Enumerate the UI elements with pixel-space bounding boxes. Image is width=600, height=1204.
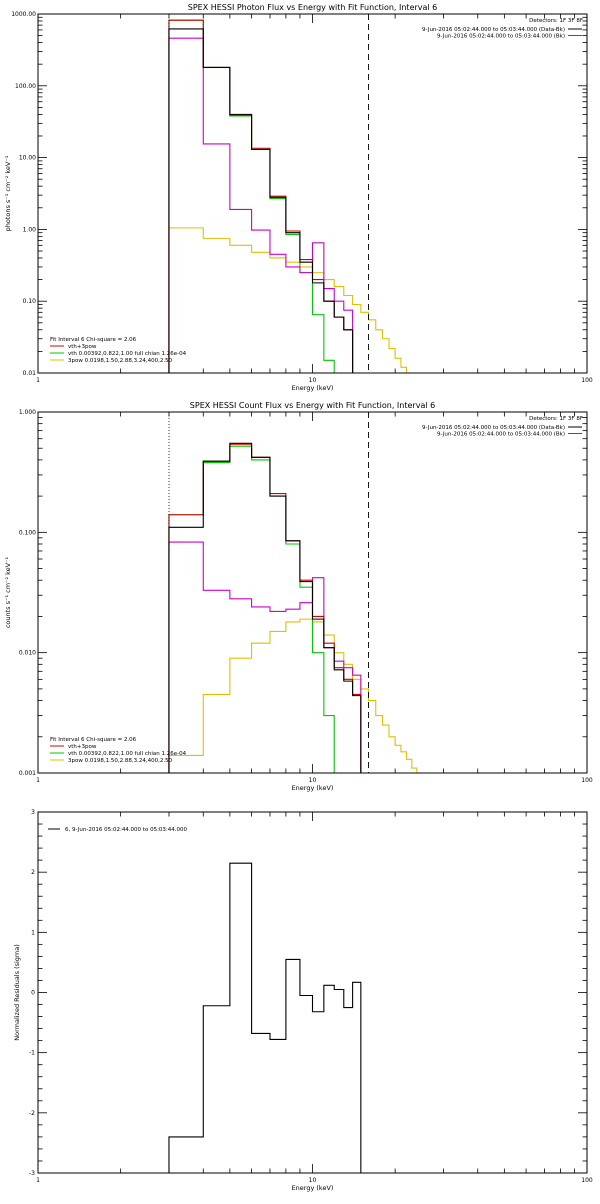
y-tick-label: 3	[31, 809, 35, 816]
x-tick-label: 1	[36, 777, 40, 784]
x-tick-label: 100	[581, 1177, 593, 1184]
series-bk-line	[168, 541, 362, 773]
detectors-label: Detectors: 1F 3F 8F	[529, 18, 583, 24]
legend-right-entry: 9-Jun-2016 05:02:44.000 to 05:03:44.000 …	[422, 27, 565, 33]
x-tick-label: 100	[581, 777, 593, 784]
y-tick-label: 1	[31, 929, 35, 936]
residual-legend-entry: 6, 9-Jun-2016 05:02:44.000 to 05:03:44.0…	[65, 827, 188, 833]
legend-left-entry: vth 0.00392,0.822,1.00 full chian 1.26e-…	[68, 351, 187, 357]
y-tick-label: 10.00	[19, 155, 36, 162]
x-tick-label: 10	[309, 1177, 317, 1184]
y-tick-label: 0	[31, 990, 35, 997]
series-bk-line	[168, 37, 354, 373]
x-tick-label: 100	[581, 377, 593, 384]
series-residuals-line	[168, 862, 369, 1174]
series-3pow-line	[168, 227, 422, 374]
series-databk-line	[168, 442, 362, 773]
legend-left-entry: vth 0.00392,0.822,1.00 full chian 1.26e-…	[68, 751, 187, 757]
y-axis-label: counts s⁻¹ cm⁻² keV⁻¹	[4, 556, 12, 628]
y-tick-label: -2	[29, 1110, 35, 1117]
y-tick-label: 0.10	[23, 298, 37, 305]
chart-title: SPEX HESSI Count Flux vs Energy with Fit…	[190, 401, 435, 410]
fit-info-label: Fit Interval 6 Chi-square = 2.06	[50, 337, 137, 343]
series-vth-line	[168, 19, 344, 374]
x-axis-label: Energy (keV)	[292, 784, 334, 792]
y-tick-label: -3	[29, 1170, 35, 1177]
legend-right-entry: 9-Jun-2016 05:02:44.000 to 05:03:44.000 …	[437, 34, 565, 40]
detectors-label: Detectors: 1F 3F 8F	[529, 416, 583, 422]
fit-info-label: Fit Interval 6 Chi-square = 2.06	[50, 737, 137, 743]
plot-frame	[37, 13, 588, 374]
legend-left-entry: vth+3pow	[68, 344, 97, 350]
y-tick-label: 1000.00	[11, 11, 36, 18]
x-tick-label: 10	[309, 777, 317, 784]
y-tick-label: 0.010	[19, 650, 36, 657]
y-tick-label: 0.001	[19, 770, 36, 777]
series-vth3pow-line	[168, 443, 362, 773]
y-tick-label: 2	[31, 869, 35, 876]
y-tick-label: 0.100	[19, 529, 36, 536]
x-axis-label: Energy (keV)	[292, 384, 334, 392]
legend-right-entry: 9-Jun-2016 05:02:44.000 to 05:03:44.000 …	[437, 432, 565, 438]
y-axis-label: photons s⁻¹ cm⁻² keV⁻¹	[4, 155, 12, 231]
plot-frame	[37, 811, 588, 1174]
y-tick-label: 1.000	[19, 409, 36, 416]
x-tick-label: 10	[309, 377, 317, 384]
chart-title: SPEX HESSI Photon Flux vs Energy with Fi…	[188, 3, 438, 12]
series-databk-line	[168, 28, 354, 373]
legend-left-entry: vth+3pow	[68, 744, 97, 750]
x-tick-label: 1	[36, 1177, 40, 1184]
legend-left-entry: 3pow 0.0198,1.50,2.88,3.24,400,2.50	[68, 358, 173, 364]
legend-left-entry: 3pow 0.0198,1.50,2.88,3.24,400,2.50	[68, 758, 173, 764]
y-tick-label: 100.00	[15, 83, 36, 90]
y-tick-label: -1	[29, 1050, 35, 1057]
y-tick-label: 1.00	[23, 226, 37, 233]
legend-right-entry: 9-Jun-2016 05:02:44.000 to 05:03:44.000 …	[422, 425, 565, 431]
x-tick-label: 1	[36, 377, 40, 384]
series-3pow-line	[168, 618, 422, 774]
series-vth-line	[168, 445, 344, 774]
y-tick-label: 0.01	[23, 370, 37, 377]
x-axis-label: Energy (keV)	[292, 1184, 334, 1192]
series-vth3pow-line	[168, 19, 354, 373]
y-axis-label: Normalized Residuals (sigma)	[13, 944, 21, 1041]
